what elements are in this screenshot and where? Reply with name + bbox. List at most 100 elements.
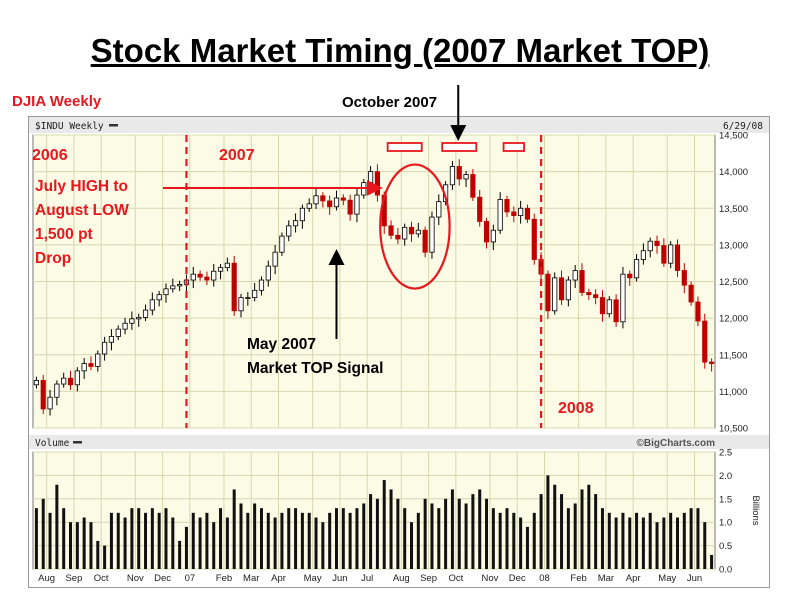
candle-body xyxy=(456,166,462,180)
volume-bar xyxy=(171,517,175,569)
volume-bar xyxy=(130,508,134,569)
price-header-strip xyxy=(29,117,769,133)
volume-bar xyxy=(41,498,45,569)
price-tick-label: 13,500 xyxy=(719,204,748,215)
month-label: Apr xyxy=(626,573,641,584)
candle-body xyxy=(470,174,476,198)
volume-bar xyxy=(328,512,332,569)
volume-bar xyxy=(539,494,543,569)
volume-bar xyxy=(150,508,154,569)
candle-body xyxy=(504,199,510,213)
candle-body xyxy=(374,171,380,196)
volume-bar xyxy=(457,498,461,569)
candle-body xyxy=(531,218,537,260)
volume-bar xyxy=(212,522,216,569)
volume-bar xyxy=(498,512,502,569)
october-2007-label: October 2007 xyxy=(342,94,438,111)
year-2007-label: 2007 xyxy=(219,147,255,164)
candle-body xyxy=(292,220,299,227)
volume-bar xyxy=(553,484,557,569)
july-high-line-2: August LOW xyxy=(35,202,129,219)
month-label: Aug xyxy=(393,573,410,584)
volume-bar xyxy=(369,494,373,569)
volume-bar xyxy=(662,517,666,569)
month-label: Feb xyxy=(216,573,232,584)
volume-bar xyxy=(109,512,113,569)
volume-bar xyxy=(157,512,161,569)
candle-body xyxy=(61,377,67,385)
stock-chart: $INDU Weekly 6/29/08 Volume ©BigCharts.com 1… xyxy=(28,85,770,588)
volume-bar xyxy=(300,512,304,569)
djia-weekly-label: DJIA Weekly xyxy=(12,93,102,110)
volume-bar xyxy=(137,508,141,569)
volume-bar xyxy=(198,517,202,569)
candle-body xyxy=(586,292,592,296)
volume-bar xyxy=(614,517,618,569)
volume-bar xyxy=(396,498,400,569)
candle-body xyxy=(436,201,442,218)
volume-bar xyxy=(266,512,270,569)
candle-body xyxy=(217,267,224,272)
volume-bar xyxy=(566,508,570,569)
candle-body xyxy=(606,299,612,315)
volume-bar xyxy=(505,508,509,569)
volume-bar xyxy=(239,503,243,569)
volume-bar xyxy=(485,498,489,569)
month-label: Mar xyxy=(598,573,614,584)
slide-title: Stock Market Timing (2007 Market TOP) xyxy=(90,32,710,69)
volume-bar xyxy=(621,512,625,569)
candle-body xyxy=(552,277,558,312)
candle-body xyxy=(695,301,701,322)
candle-body xyxy=(204,276,210,281)
candle-body xyxy=(122,322,128,330)
candle-body xyxy=(299,207,305,222)
candle-body xyxy=(136,316,142,320)
candle-body xyxy=(102,341,108,355)
candle-body xyxy=(463,174,469,180)
candle-body xyxy=(313,195,319,205)
candle-body xyxy=(709,361,715,364)
july-high-line-3: 1,500 pt xyxy=(35,226,93,243)
month-label: Aug xyxy=(38,573,55,584)
month-label: Nov xyxy=(481,573,498,584)
volume-bar xyxy=(294,508,298,569)
volume-bar xyxy=(416,512,420,569)
month-label: Mar xyxy=(243,573,259,584)
candle-body xyxy=(593,294,599,299)
month-label: Feb xyxy=(570,573,586,584)
volume-bar xyxy=(607,512,611,569)
volume-bar xyxy=(532,512,536,569)
volume-bar xyxy=(464,503,468,569)
volume-bar xyxy=(375,498,379,569)
candle-body xyxy=(231,262,237,312)
volume-bar xyxy=(55,484,59,569)
candle-body xyxy=(402,226,408,240)
volume-bar xyxy=(205,512,209,569)
volume-bar xyxy=(144,512,148,569)
volume-bar xyxy=(253,503,257,569)
volume-bar xyxy=(600,508,604,569)
july-august-circle xyxy=(379,163,451,290)
candle-body xyxy=(483,221,490,243)
volume-bar xyxy=(675,517,679,569)
candle-body xyxy=(197,273,203,278)
volume-bar xyxy=(232,489,236,569)
volume-bar xyxy=(246,512,250,569)
volume-unit-label: Billions xyxy=(750,495,761,525)
july-high-line-4: Drop xyxy=(35,250,72,267)
volume-bar xyxy=(48,512,52,569)
month-label: May xyxy=(304,573,322,584)
candle-body xyxy=(640,250,646,260)
candle-body xyxy=(681,270,687,286)
volume-tick-label: 1.0 xyxy=(719,518,732,529)
volume-tick-label: 0.5 xyxy=(719,541,732,552)
volume-tick-label: 0.0 xyxy=(719,565,732,576)
volume-label-dash xyxy=(73,441,82,444)
candle-body xyxy=(320,195,326,202)
volume-bar xyxy=(96,540,100,569)
candle-body xyxy=(156,294,162,301)
candle-body xyxy=(429,216,435,253)
candle-body xyxy=(142,309,149,318)
symbol-label: $INDU Weekly xyxy=(35,121,104,132)
